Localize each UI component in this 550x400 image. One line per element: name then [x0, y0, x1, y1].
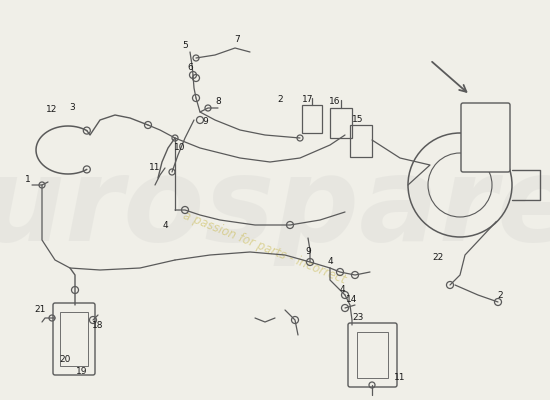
Text: 18: 18 [92, 320, 104, 330]
Text: 21: 21 [34, 306, 46, 314]
Text: 9: 9 [202, 118, 208, 126]
Text: 12: 12 [46, 106, 58, 114]
Text: 1: 1 [25, 176, 31, 184]
Text: 2: 2 [497, 290, 503, 300]
Text: 22: 22 [432, 254, 444, 262]
Text: 5: 5 [182, 40, 188, 50]
Text: eurospares: eurospares [0, 150, 550, 266]
Text: 20: 20 [59, 356, 71, 364]
Text: a passion for parts - incorrect: a passion for parts - incorrect [180, 209, 348, 287]
Text: 11: 11 [394, 374, 406, 382]
Text: 10: 10 [174, 144, 186, 152]
Text: 4: 4 [339, 286, 345, 294]
Text: 3: 3 [69, 104, 75, 112]
Text: 15: 15 [352, 116, 364, 124]
FancyBboxPatch shape [461, 103, 510, 172]
Text: 17: 17 [302, 96, 313, 104]
Text: 4: 4 [162, 220, 168, 230]
Text: 2: 2 [277, 96, 283, 104]
Text: 9: 9 [305, 248, 311, 256]
Text: 23: 23 [353, 314, 364, 322]
Text: 7: 7 [234, 36, 240, 44]
Text: 8: 8 [215, 98, 221, 106]
Text: 19: 19 [76, 368, 88, 376]
Text: 14: 14 [346, 296, 358, 304]
Text: 6: 6 [187, 64, 193, 72]
Text: 16: 16 [329, 98, 341, 106]
Text: 4: 4 [327, 258, 333, 266]
Text: 11: 11 [149, 164, 161, 172]
